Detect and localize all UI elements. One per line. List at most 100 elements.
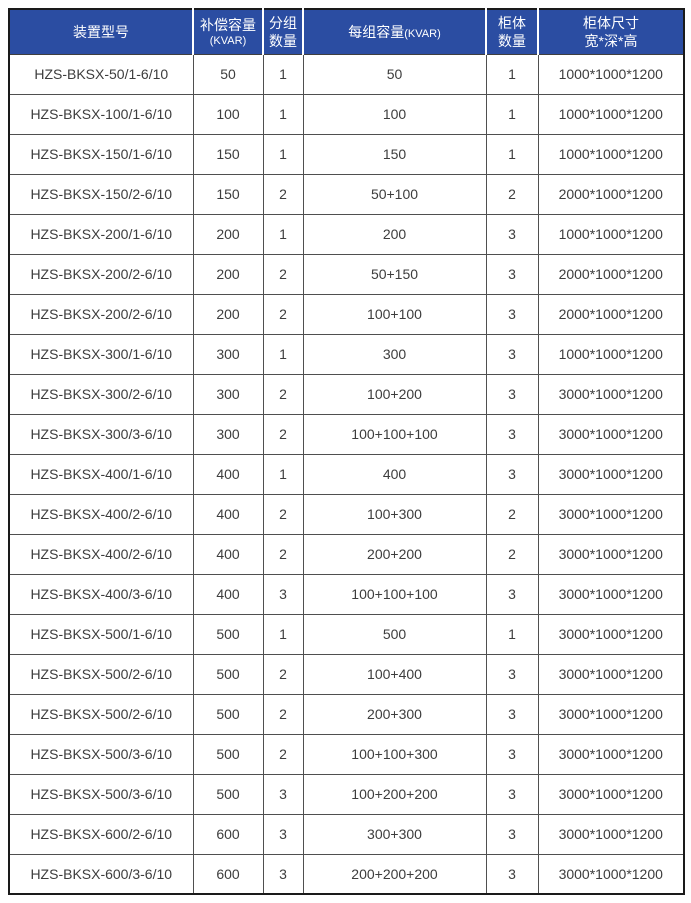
cell-group-count: 1 [262, 613, 304, 655]
cell-model: HZS-BKSX-500/3-6/10 [8, 733, 194, 775]
header-label: 每组容量 [348, 23, 405, 40]
cell-cabinet-size: 2000*1000*1200 [537, 173, 685, 215]
cell-cabinet-size: 3000*1000*1200 [537, 693, 685, 735]
cell-per-group-capacity: 50+150 [302, 253, 487, 295]
cell-compensation-capacity: 400 [192, 493, 264, 535]
header-label: 补偿容量 [200, 16, 256, 33]
header-label: 柜体尺寸 [583, 14, 639, 31]
cell-cabinet-count: 1 [485, 613, 539, 655]
cell-model: HZS-BKSX-600/3-6/10 [8, 853, 194, 895]
cell-model: HZS-BKSX-300/2-6/10 [8, 373, 194, 415]
table-row: HZS-BKSX-400/1-6/10 400 1 400 3 3000*100… [8, 453, 685, 495]
cell-cabinet-count: 1 [485, 53, 539, 95]
cell-model: HZS-BKSX-100/1-6/10 [8, 93, 194, 135]
cell-compensation-capacity: 400 [192, 453, 264, 495]
cell-cabinet-count: 3 [485, 693, 539, 735]
cell-per-group-capacity: 100+100+100 [302, 573, 487, 615]
cell-model: HZS-BKSX-400/2-6/10 [8, 533, 194, 575]
cell-model: HZS-BKSX-150/1-6/10 [8, 133, 194, 175]
cell-compensation-capacity: 600 [192, 853, 264, 895]
cell-compensation-capacity: 200 [192, 253, 264, 295]
col-header-cabinet-count: 柜体 数量 [485, 9, 538, 55]
cell-model: HZS-BKSX-500/2-6/10 [8, 693, 194, 735]
cell-per-group-capacity: 100+100+300 [302, 733, 487, 775]
cell-group-count: 2 [262, 733, 304, 775]
cell-cabinet-size: 2000*1000*1200 [537, 293, 685, 335]
cell-model: HZS-BKSX-400/3-6/10 [8, 573, 194, 615]
cell-compensation-capacity: 300 [192, 373, 264, 415]
cell-cabinet-count: 3 [485, 653, 539, 695]
cell-group-count: 1 [262, 333, 304, 375]
table-row: HZS-BKSX-400/2-6/10 400 2 100+300 2 3000… [8, 493, 685, 535]
cell-cabinet-size: 3000*1000*1200 [537, 573, 685, 615]
cell-model: HZS-BKSX-300/3-6/10 [8, 413, 194, 455]
cell-cabinet-count: 2 [485, 533, 539, 575]
col-header-cabinet-size: 柜体尺寸 宽*深*高 [537, 9, 684, 55]
header-label: 分组 [269, 14, 297, 31]
cell-per-group-capacity: 300+300 [302, 813, 487, 855]
cell-model: HZS-BKSX-500/1-6/10 [8, 613, 194, 655]
cell-compensation-capacity: 100 [192, 93, 264, 135]
cell-per-group-capacity: 300 [302, 333, 487, 375]
cell-cabinet-size: 3000*1000*1200 [537, 533, 685, 575]
table-row: HZS-BKSX-300/3-6/10 300 2 100+100+100 3 … [8, 413, 685, 455]
table-row: HZS-BKSX-500/1-6/10 500 1 500 1 3000*100… [8, 613, 685, 655]
cell-compensation-capacity: 50 [192, 53, 264, 95]
cell-model: HZS-BKSX-600/2-6/10 [8, 813, 194, 855]
header-label-line2: 数量 [498, 32, 526, 49]
cell-compensation-capacity: 300 [192, 413, 264, 455]
cell-group-count: 2 [262, 413, 304, 455]
cell-group-count: 2 [262, 653, 304, 695]
cell-group-count: 2 [262, 373, 304, 415]
cell-model: HZS-BKSX-500/2-6/10 [8, 653, 194, 695]
cell-cabinet-count: 2 [485, 173, 539, 215]
spec-table: 装置型号 补偿容量 (KVAR) 分组 数量 每组容量(KVAR) 柜体 [8, 8, 685, 895]
cell-cabinet-size: 3000*1000*1200 [537, 653, 685, 695]
cell-per-group-capacity: 50 [302, 53, 487, 95]
col-header-model: 装置型号 [9, 9, 193, 55]
table-row: HZS-BKSX-300/2-6/10 300 2 100+200 3 3000… [8, 373, 685, 415]
cell-per-group-capacity: 100+200+200 [302, 773, 487, 815]
table-row: HZS-BKSX-200/2-6/10 200 2 50+150 3 2000*… [8, 253, 685, 295]
cell-cabinet-count: 3 [485, 453, 539, 495]
table-row: HZS-BKSX-600/3-6/10 600 3 200+200+200 3 … [8, 853, 685, 895]
cell-compensation-capacity: 500 [192, 733, 264, 775]
cell-group-count: 3 [262, 813, 304, 855]
table-row: HZS-BKSX-500/3-6/10 500 3 100+200+200 3 … [8, 773, 685, 815]
cell-per-group-capacity: 100+300 [302, 493, 487, 535]
table-row: HZS-BKSX-150/2-6/10 150 2 50+100 2 2000*… [8, 173, 685, 215]
cell-cabinet-size: 3000*1000*1200 [537, 773, 685, 815]
table-body: HZS-BKSX-50/1-6/10 50 1 50 1 1000*1000*1… [8, 53, 685, 895]
cell-per-group-capacity: 100+100+100 [302, 413, 487, 455]
cell-per-group-capacity: 100+100 [302, 293, 487, 335]
table-header: 装置型号 补偿容量 (KVAR) 分组 数量 每组容量(KVAR) 柜体 [9, 9, 684, 55]
cell-cabinet-size: 3000*1000*1200 [537, 493, 685, 535]
cell-cabinet-count: 3 [485, 573, 539, 615]
cell-per-group-capacity: 200+300 [302, 693, 487, 735]
cell-group-count: 3 [262, 773, 304, 815]
cell-cabinet-count: 3 [485, 853, 539, 895]
cell-group-count: 2 [262, 253, 304, 295]
cell-cabinet-size: 3000*1000*1200 [537, 813, 685, 855]
cell-compensation-capacity: 500 [192, 773, 264, 815]
col-header-group-count: 分组 数量 [262, 9, 303, 55]
cell-group-count: 2 [262, 293, 304, 335]
cell-compensation-capacity: 300 [192, 333, 264, 375]
table-row: HZS-BKSX-500/3-6/10 500 2 100+100+300 3 … [8, 733, 685, 775]
table-row: HZS-BKSX-600/2-6/10 600 3 300+300 3 3000… [8, 813, 685, 855]
cell-model: HZS-BKSX-200/1-6/10 [8, 213, 194, 255]
cell-group-count: 1 [262, 133, 304, 175]
table-row: HZS-BKSX-500/2-6/10 500 2 100+400 3 3000… [8, 653, 685, 695]
cell-cabinet-count: 3 [485, 253, 539, 295]
col-header-per-group-capacity: 每组容量(KVAR) [302, 9, 486, 55]
cell-group-count: 1 [262, 93, 304, 135]
table-row: HZS-BKSX-100/1-6/10 100 1 100 1 1000*100… [8, 93, 685, 135]
cell-per-group-capacity: 100 [302, 93, 487, 135]
cell-compensation-capacity: 200 [192, 213, 264, 255]
table-row: HZS-BKSX-400/3-6/10 400 3 100+100+100 3 … [8, 573, 685, 615]
header-label: 柜体 [498, 14, 526, 31]
header-unit: (KVAR) [404, 27, 441, 40]
cell-cabinet-size: 2000*1000*1200 [537, 253, 685, 295]
cell-cabinet-count: 3 [485, 413, 539, 455]
cell-compensation-capacity: 500 [192, 653, 264, 695]
